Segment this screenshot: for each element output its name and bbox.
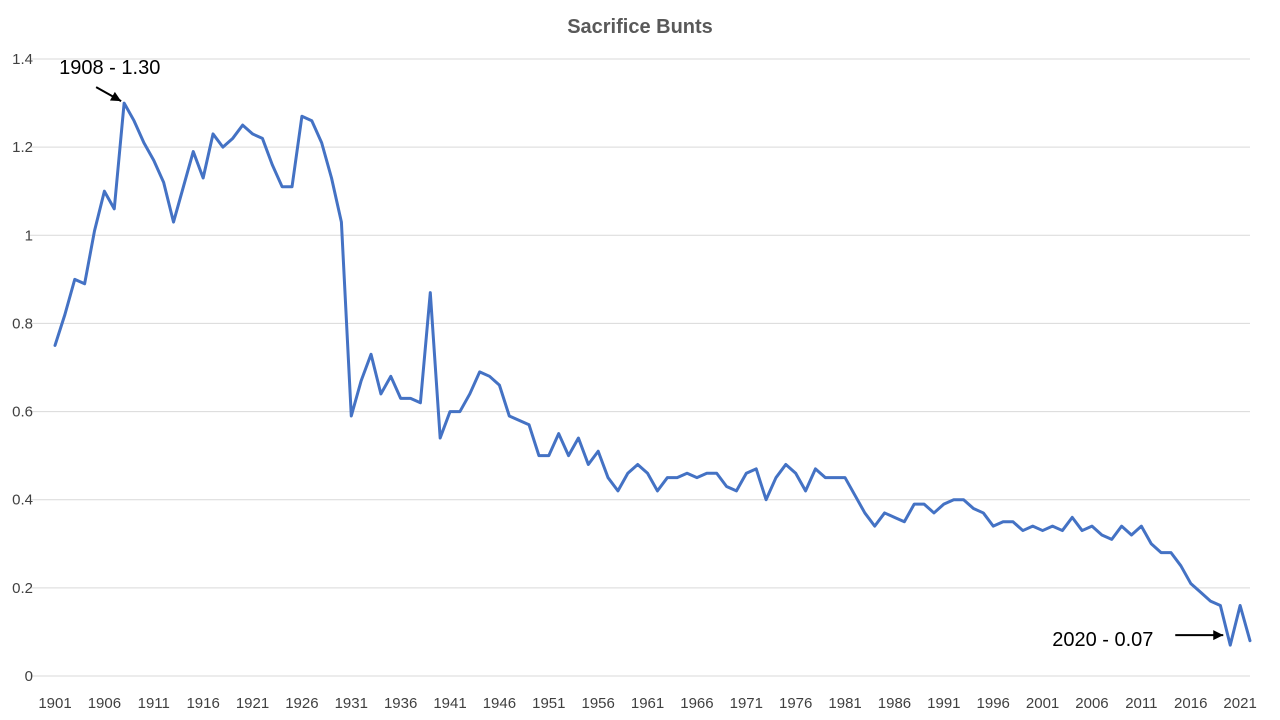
x-tick-label: 2006 bbox=[1075, 695, 1108, 712]
x-tick-label: 1991 bbox=[927, 695, 960, 712]
gridlines bbox=[30, 58, 1250, 677]
series-layer bbox=[53, 101, 1252, 647]
annotation-low-label: 2020 - 0.07 bbox=[1052, 629, 1153, 651]
x-tick-label: 1981 bbox=[828, 695, 861, 712]
x-tick-label: 1936 bbox=[384, 695, 417, 712]
annotation-peak-label: 1908 - 1.30 bbox=[59, 57, 160, 79]
x-tick-label: 2016 bbox=[1174, 695, 1207, 712]
x-axis-tick-labels: 1901 1906 1911 1916 1921 1926 1931 1936 1941 1946… bbox=[38, 695, 1256, 712]
x-tick-label: 1926 bbox=[285, 695, 318, 712]
y-tick-label: 1.4 bbox=[12, 51, 33, 68]
x-tick-label: 1986 bbox=[878, 695, 911, 712]
x-tick-label: 1966 bbox=[680, 695, 713, 712]
x-tick-label: 1961 bbox=[631, 695, 664, 712]
x-tick-label: 1911 bbox=[138, 695, 170, 712]
y-tick-label: 1.2 bbox=[12, 139, 33, 156]
y-tick-label: 0.2 bbox=[12, 580, 33, 597]
series-line bbox=[53, 101, 1252, 647]
x-tick-label: 2021 bbox=[1223, 695, 1256, 712]
x-tick-label: 1951 bbox=[532, 695, 565, 712]
x-tick-label: 2011 bbox=[1125, 695, 1157, 712]
x-tick-label: 1921 bbox=[236, 695, 269, 712]
y-tick-label: 1 bbox=[25, 227, 33, 244]
x-tick-label: 1916 bbox=[186, 695, 219, 712]
x-tick-label: 1906 bbox=[88, 695, 121, 712]
x-tick-label: 1946 bbox=[483, 695, 516, 712]
annotation-peak-arrow bbox=[95, 86, 122, 102]
x-tick-label: 1956 bbox=[581, 695, 614, 712]
x-tick-label: 1971 bbox=[730, 695, 763, 712]
y-tick-label: 0.8 bbox=[12, 315, 33, 332]
x-tick-label: 2001 bbox=[1026, 695, 1059, 712]
y-tick-label: 0.6 bbox=[12, 404, 33, 421]
x-tick-label: 1941 bbox=[433, 695, 466, 712]
x-tick-label: 1996 bbox=[977, 695, 1010, 712]
x-tick-label: 1976 bbox=[779, 695, 812, 712]
y-tick-label: 0.4 bbox=[12, 492, 33, 509]
y-tick-label: 0 bbox=[25, 668, 33, 685]
x-tick-label: 1931 bbox=[335, 695, 368, 712]
y-axis-tick-labels: 0 0.2 0.4 0.6 0.8 1 1.2 1.4 bbox=[12, 51, 33, 685]
chart-title: Sacrifice Bunts bbox=[567, 16, 713, 38]
x-tick-label: 1901 bbox=[38, 695, 71, 712]
annotation-low-arrow bbox=[1175, 630, 1224, 641]
annotations: 1908 - 1.30 2020 - 0.07 bbox=[59, 57, 1224, 651]
